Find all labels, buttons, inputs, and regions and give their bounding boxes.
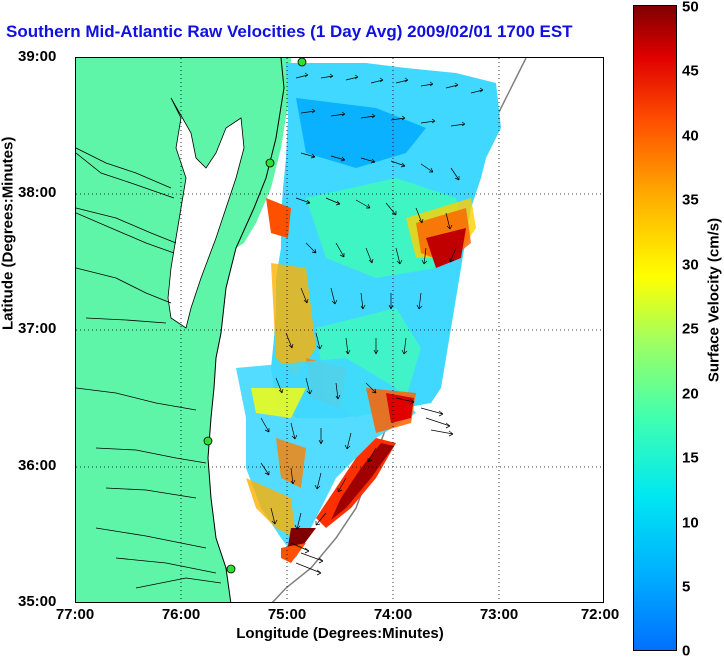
ytick-label: 35:00	[18, 593, 57, 610]
map-title: Southern Mid-Atlantic Raw Velocities (1 …	[6, 22, 573, 41]
xtick-label: 73:00	[479, 606, 519, 623]
colorbar-tick: 50	[682, 0, 699, 16]
lat-lon-grid	[76, 58, 603, 602]
station-marker	[297, 58, 307, 67]
colorbar-tick: 40	[682, 127, 699, 145]
coastline	[207, 58, 285, 602]
tributaries	[76, 147, 222, 589]
xtick-label: 74:00	[373, 606, 413, 623]
colorbar-tick: 35	[682, 191, 699, 209]
colorbar-tick: 10	[682, 514, 699, 532]
station-marker	[226, 564, 236, 574]
station-marker	[203, 436, 213, 446]
x-axis-label: Longitude (Degrees:Minutes)	[236, 625, 444, 642]
map-canvas	[76, 58, 603, 602]
colorbar-tick: 45	[682, 62, 699, 80]
velocity-arrows	[260, 72, 484, 576]
xtick-label: 75:00	[267, 606, 307, 623]
land-delmarva	[236, 58, 291, 248]
ytick-label: 39:00	[18, 48, 57, 65]
colorbar-tick: 0	[682, 642, 691, 660]
velocity-field	[236, 63, 501, 563]
colorbar-label: Surface Velocity (cm/s)	[705, 217, 723, 383]
xtick-label: 72:00	[580, 606, 620, 623]
chesapeake-bay	[167, 97, 245, 329]
velocity-map	[75, 57, 604, 603]
xtick-label: 77:00	[55, 606, 95, 623]
colorbar-tick: 25	[682, 320, 699, 338]
xtick-label: 76:00	[161, 606, 201, 623]
station-marker	[265, 158, 275, 168]
colorbar-tick: 30	[682, 256, 699, 274]
ytick-label: 37:00	[18, 320, 57, 337]
colorbar	[633, 5, 677, 651]
ytick-label: 38:00	[18, 184, 57, 201]
colorbar-tick: 15	[682, 449, 699, 467]
colorbar-tick: 20	[682, 385, 699, 403]
ytick-label: 36:00	[18, 457, 57, 474]
y-axis-label: Latitude (Degrees:Minutes)	[0, 136, 17, 330]
radar-stations	[203, 58, 307, 574]
colorbar-tick: 5	[682, 578, 691, 596]
